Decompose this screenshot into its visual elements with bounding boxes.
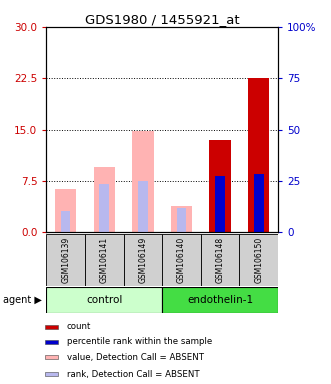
Bar — [254, 174, 263, 232]
Bar — [132, 131, 154, 232]
Bar — [45, 355, 58, 359]
Text: GSM106141: GSM106141 — [100, 237, 109, 283]
Bar — [162, 287, 278, 313]
Bar — [162, 234, 201, 286]
Text: count: count — [67, 323, 91, 331]
Bar — [248, 78, 269, 232]
Bar — [55, 189, 76, 232]
Text: GSM106139: GSM106139 — [61, 237, 70, 283]
Bar — [45, 372, 58, 376]
Text: GSM106150: GSM106150 — [254, 237, 263, 283]
Text: GSM106149: GSM106149 — [138, 237, 147, 283]
Text: endothelin-1: endothelin-1 — [187, 295, 253, 305]
Text: GSM106148: GSM106148 — [215, 237, 225, 283]
Bar — [215, 176, 225, 232]
Bar — [46, 287, 162, 313]
Bar — [61, 211, 71, 232]
Bar — [45, 325, 58, 329]
Text: value, Detection Call = ABSENT: value, Detection Call = ABSENT — [67, 353, 204, 362]
Bar — [177, 209, 186, 232]
Bar — [138, 181, 148, 232]
Text: GSM106140: GSM106140 — [177, 237, 186, 283]
Bar — [201, 234, 239, 286]
Bar — [239, 234, 278, 286]
Bar — [210, 140, 231, 232]
Text: rank, Detection Call = ABSENT: rank, Detection Call = ABSENT — [67, 369, 199, 379]
Title: GDS1980 / 1455921_at: GDS1980 / 1455921_at — [85, 13, 240, 26]
Text: control: control — [86, 295, 122, 305]
Text: agent ▶: agent ▶ — [3, 295, 42, 305]
Bar — [99, 184, 109, 232]
Bar — [123, 234, 162, 286]
Bar — [46, 234, 85, 286]
Text: percentile rank within the sample: percentile rank within the sample — [67, 337, 212, 346]
Bar — [85, 234, 123, 286]
Bar — [94, 167, 115, 232]
Bar — [45, 339, 58, 344]
Bar — [171, 205, 192, 232]
